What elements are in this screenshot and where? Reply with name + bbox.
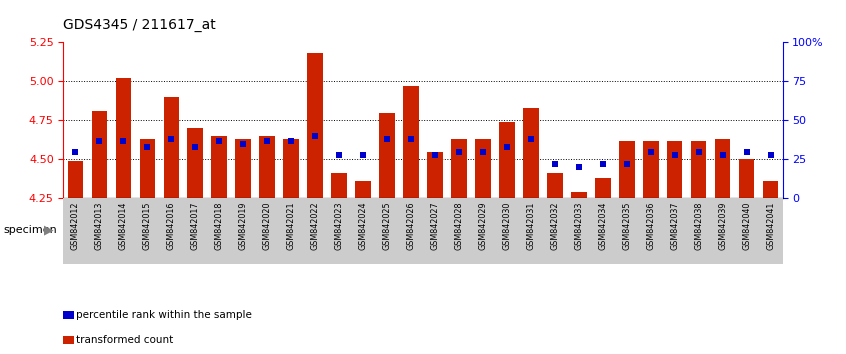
- Bar: [351, 205, 639, 255]
- Text: control: control: [691, 225, 730, 235]
- Text: GSM842014: GSM842014: [119, 201, 128, 250]
- Text: GSM842025: GSM842025: [382, 201, 392, 250]
- Bar: [571, 192, 586, 198]
- Text: percentile rank within the sample: percentile rank within the sample: [76, 310, 252, 320]
- Bar: [427, 152, 442, 198]
- Text: pre-surgery: pre-surgery: [175, 225, 239, 235]
- Text: GSM842020: GSM842020: [263, 201, 272, 250]
- Bar: [451, 139, 467, 198]
- Text: GSM842032: GSM842032: [551, 201, 559, 250]
- Text: GSM842041: GSM842041: [766, 201, 775, 250]
- Bar: [691, 141, 706, 198]
- Text: GSM842024: GSM842024: [359, 201, 367, 250]
- Bar: [639, 205, 783, 255]
- Text: GSM842013: GSM842013: [95, 201, 104, 250]
- Text: GSM842030: GSM842030: [503, 201, 511, 250]
- Bar: [332, 173, 347, 198]
- Text: GSM842018: GSM842018: [215, 201, 223, 250]
- Bar: [763, 181, 778, 198]
- Text: ▶: ▶: [44, 224, 53, 236]
- Text: GSM842036: GSM842036: [646, 201, 655, 250]
- Bar: [475, 139, 491, 198]
- Bar: [547, 173, 563, 198]
- Bar: [667, 141, 683, 198]
- Text: GSM842015: GSM842015: [143, 201, 151, 250]
- Text: transformed count: transformed count: [76, 335, 173, 345]
- Bar: [163, 97, 179, 198]
- Text: GSM842038: GSM842038: [695, 201, 703, 250]
- Bar: [355, 181, 371, 198]
- Text: GSM842021: GSM842021: [287, 201, 295, 250]
- Bar: [739, 159, 755, 198]
- Text: GDS4345 / 211617_at: GDS4345 / 211617_at: [63, 18, 217, 32]
- Text: GSM842026: GSM842026: [407, 201, 415, 250]
- Bar: [116, 78, 131, 198]
- Text: specimen: specimen: [3, 225, 58, 235]
- Bar: [283, 139, 299, 198]
- Bar: [715, 139, 730, 198]
- Bar: [619, 141, 634, 198]
- Bar: [63, 205, 351, 255]
- Bar: [91, 111, 107, 198]
- Bar: [379, 113, 395, 198]
- Bar: [260, 136, 275, 198]
- Text: post-surgery: post-surgery: [459, 225, 530, 235]
- Bar: [404, 86, 419, 198]
- Bar: [212, 136, 227, 198]
- Bar: [643, 141, 658, 198]
- Text: GSM842040: GSM842040: [742, 201, 751, 250]
- Text: GSM842029: GSM842029: [479, 201, 487, 250]
- Text: GSM842017: GSM842017: [191, 201, 200, 250]
- Text: GSM842028: GSM842028: [454, 201, 464, 250]
- Bar: [188, 128, 203, 198]
- Bar: [307, 53, 323, 198]
- Bar: [68, 161, 83, 198]
- Text: GSM842033: GSM842033: [574, 201, 583, 250]
- Text: GSM842019: GSM842019: [239, 201, 248, 250]
- Text: GSM842023: GSM842023: [335, 201, 343, 250]
- Text: GSM842037: GSM842037: [670, 201, 679, 250]
- Text: GSM842016: GSM842016: [167, 201, 176, 250]
- Bar: [499, 122, 514, 198]
- Text: GSM842039: GSM842039: [718, 201, 727, 250]
- Text: GSM842022: GSM842022: [310, 201, 320, 250]
- Bar: [235, 139, 251, 198]
- Bar: [140, 139, 155, 198]
- Text: GSM842031: GSM842031: [526, 201, 536, 250]
- Text: GSM842034: GSM842034: [598, 201, 607, 250]
- Text: GSM842012: GSM842012: [71, 201, 80, 250]
- Text: GSM842027: GSM842027: [431, 201, 439, 250]
- Bar: [523, 108, 539, 198]
- Text: GSM842035: GSM842035: [623, 201, 631, 250]
- Bar: [595, 178, 611, 198]
